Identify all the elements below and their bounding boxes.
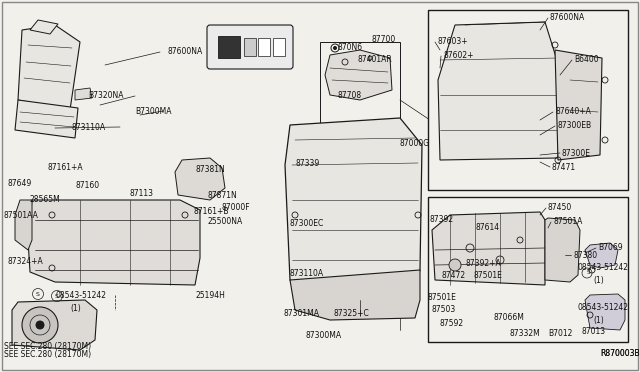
Circle shape <box>22 307 58 343</box>
Polygon shape <box>175 158 225 200</box>
Bar <box>273 38 285 56</box>
Text: B6400: B6400 <box>574 55 598 64</box>
Polygon shape <box>545 218 580 282</box>
Text: 08543-51242: 08543-51242 <box>578 302 629 311</box>
Text: 87381N: 87381N <box>196 166 226 174</box>
Text: B7069: B7069 <box>598 244 623 253</box>
Text: 87380: 87380 <box>573 250 597 260</box>
Text: 87471: 87471 <box>552 163 576 171</box>
Text: 87013: 87013 <box>581 327 605 337</box>
Text: (1): (1) <box>593 315 604 324</box>
Polygon shape <box>75 88 92 100</box>
Polygon shape <box>555 50 602 160</box>
Text: S: S <box>55 294 59 298</box>
Text: 28565M: 28565M <box>30 196 61 205</box>
Text: 87066M: 87066M <box>493 314 524 323</box>
Text: 87503: 87503 <box>432 305 456 314</box>
Text: 87602+: 87602+ <box>443 51 474 61</box>
Text: 87871N: 87871N <box>208 192 237 201</box>
Text: 873110A: 873110A <box>290 269 324 279</box>
Text: 87472: 87472 <box>441 272 465 280</box>
Text: 873110A: 873110A <box>72 122 106 131</box>
Text: 87392+A: 87392+A <box>466 260 502 269</box>
Circle shape <box>36 321 44 329</box>
Bar <box>244 38 256 56</box>
Text: 25194H: 25194H <box>196 292 226 301</box>
Text: R870003B: R870003B <box>600 350 639 359</box>
Text: 87401AR: 87401AR <box>357 55 392 64</box>
Text: 87700: 87700 <box>371 35 396 45</box>
Polygon shape <box>290 270 420 320</box>
Text: 87161+A: 87161+A <box>48 164 84 173</box>
Polygon shape <box>285 118 422 300</box>
Text: 87501A: 87501A <box>553 218 582 227</box>
Text: 87000F: 87000F <box>222 202 251 212</box>
Text: 25500NA: 25500NA <box>207 218 243 227</box>
Text: 87592: 87592 <box>440 318 464 327</box>
Bar <box>428 197 628 342</box>
Text: 87501E: 87501E <box>428 294 457 302</box>
Bar <box>428 10 628 190</box>
Text: 87324+A: 87324+A <box>8 257 44 266</box>
Text: 87708: 87708 <box>337 90 361 99</box>
Polygon shape <box>28 200 200 285</box>
Bar <box>258 38 270 56</box>
Polygon shape <box>15 200 32 250</box>
Text: 87300MA: 87300MA <box>305 331 341 340</box>
Text: 87392: 87392 <box>430 215 454 224</box>
Text: S: S <box>586 270 589 276</box>
Text: 87600NA: 87600NA <box>167 48 202 57</box>
Polygon shape <box>432 212 545 285</box>
Polygon shape <box>325 50 392 100</box>
Text: 870N6: 870N6 <box>338 44 363 52</box>
Polygon shape <box>585 243 618 268</box>
Polygon shape <box>18 25 80 110</box>
Text: B7300MA: B7300MA <box>135 106 172 115</box>
Text: SEE SEC.280 (28170M): SEE SEC.280 (28170M) <box>4 341 91 350</box>
Text: 87600NA: 87600NA <box>550 13 585 22</box>
Text: 87301MA: 87301MA <box>283 308 319 317</box>
FancyBboxPatch shape <box>207 25 293 69</box>
Text: 08543-51242: 08543-51242 <box>578 263 629 273</box>
Polygon shape <box>30 20 58 34</box>
Text: (1): (1) <box>70 304 81 312</box>
Text: 87649: 87649 <box>7 180 31 189</box>
Text: R870003B: R870003B <box>600 350 639 359</box>
Circle shape <box>333 46 337 49</box>
Polygon shape <box>12 300 97 350</box>
Polygon shape <box>15 100 78 138</box>
Polygon shape <box>438 22 560 160</box>
Circle shape <box>449 259 461 271</box>
Text: 87501AA: 87501AA <box>4 211 39 219</box>
Text: 08543-51242: 08543-51242 <box>55 292 106 301</box>
Text: 87161+B: 87161+B <box>193 206 228 215</box>
Polygon shape <box>585 294 625 330</box>
Text: 87325+C: 87325+C <box>334 308 370 317</box>
Text: 87300EC: 87300EC <box>290 218 324 228</box>
Text: 87640+A: 87640+A <box>555 108 591 116</box>
Text: S: S <box>36 292 40 296</box>
Text: B7012: B7012 <box>548 328 572 337</box>
Text: 87113: 87113 <box>130 189 154 198</box>
Text: (1): (1) <box>593 276 604 285</box>
Bar <box>320 42 400 127</box>
Text: 87450: 87450 <box>548 203 572 212</box>
Text: 87603+: 87603+ <box>437 38 468 46</box>
Text: 87000G: 87000G <box>400 140 430 148</box>
Text: B7320NA: B7320NA <box>88 92 124 100</box>
Text: 87160: 87160 <box>75 180 99 189</box>
Text: 87339: 87339 <box>295 158 319 167</box>
Text: 87300E: 87300E <box>562 148 591 157</box>
Text: 87614: 87614 <box>476 224 500 232</box>
Text: 87300EB: 87300EB <box>557 122 591 131</box>
Text: 87501E: 87501E <box>474 272 503 280</box>
Text: SEE SEC.280 (28170M): SEE SEC.280 (28170M) <box>4 350 91 359</box>
Bar <box>218 36 240 58</box>
Text: 87332M: 87332M <box>510 328 541 337</box>
